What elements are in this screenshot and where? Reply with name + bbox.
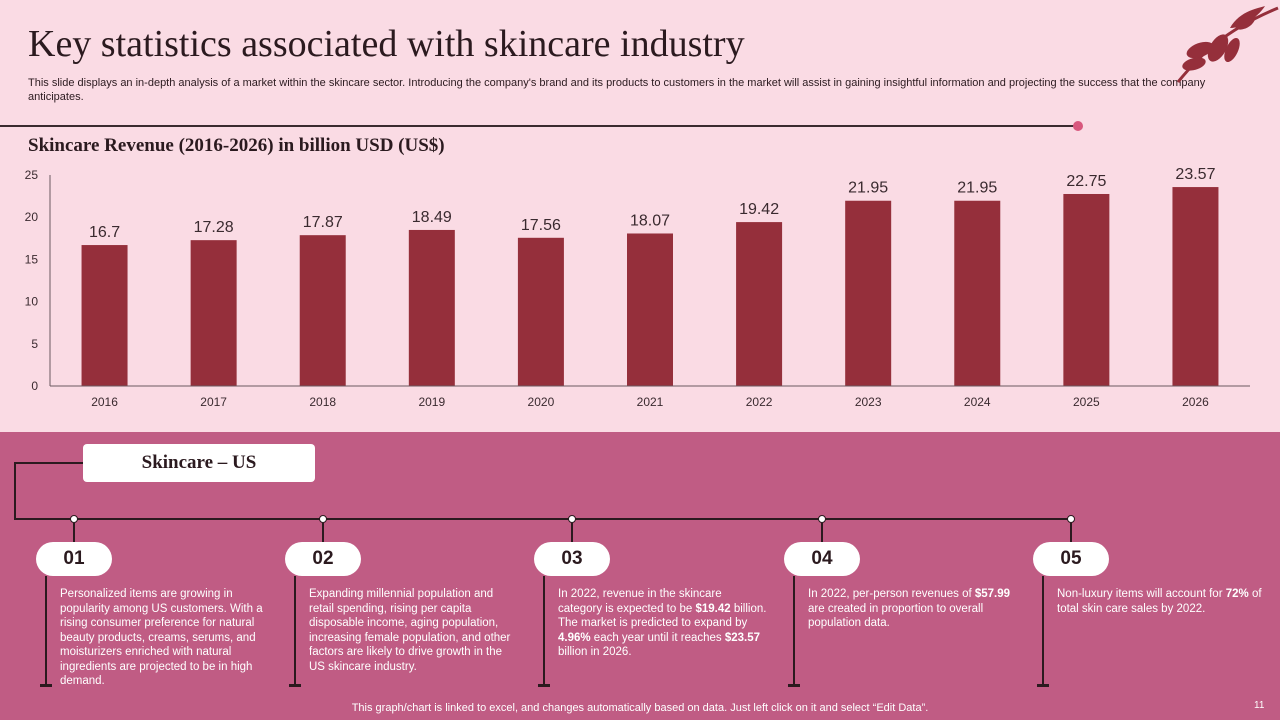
page-subtitle: This slide displays an in-depth analysis… — [28, 77, 1206, 103]
x-tick-label: 2020 — [528, 395, 555, 409]
y-tick-label: 5 — [31, 337, 38, 351]
step-line-foot — [1037, 684, 1049, 687]
x-tick-label: 2021 — [637, 395, 664, 409]
header-rule — [0, 125, 1074, 127]
bar-2024 — [954, 200, 1001, 386]
bar-2022 — [736, 222, 783, 386]
leaf-branch-icon — [1176, 6, 1279, 83]
step-number-01: 01 — [36, 542, 112, 576]
step-vertical-line — [793, 576, 795, 686]
bar-2021 — [627, 233, 673, 386]
step-description-03: In 2022, revenue in the skincare categor… — [558, 588, 767, 658]
bracket-top-line — [15, 462, 83, 464]
bar-2020 — [517, 237, 564, 386]
timeline-stem — [73, 523, 75, 543]
timeline-node — [568, 515, 576, 523]
x-tick-label: 2017 — [200, 395, 227, 409]
timeline-node — [319, 515, 327, 523]
step-number-03: 03 — [534, 542, 610, 576]
x-tick-label: 2018 — [309, 395, 336, 409]
x-tick-label: 2022 — [746, 395, 773, 409]
chart-title: Skincare Revenue (2016-2026) in billion … — [28, 135, 445, 156]
step-description-05: Non-luxury items will account for 72% of… — [1057, 588, 1262, 615]
page-title: Key statistics associated with skincare … — [28, 23, 745, 65]
x-tick-label: 2019 — [418, 395, 445, 409]
step-vertical-line — [45, 576, 47, 686]
bar-2025 — [1063, 193, 1110, 386]
bracket-left-line — [14, 462, 16, 519]
bottom-section: Skincare – US 01 Personalized items are g… — [0, 432, 1280, 720]
value-label: 18.07 — [630, 212, 670, 229]
timeline-line — [14, 518, 1074, 520]
timeline-node — [818, 515, 826, 523]
step-description-04: In 2022, per-person revenues of $57.99 a… — [808, 588, 1011, 629]
timeline-node — [70, 515, 78, 523]
step-line-foot — [40, 684, 52, 687]
top-section: Key statistics associated with skincare … — [0, 6, 1279, 409]
bar-2023 — [845, 200, 892, 386]
step-line-foot — [538, 684, 550, 687]
x-tick-label: 2023 — [855, 395, 882, 409]
timeline-stem — [322, 523, 324, 543]
bar-2026 — [1172, 187, 1219, 386]
timeline-stem — [1070, 523, 1072, 543]
value-label: 17.28 — [194, 219, 234, 236]
value-label: 21.95 — [957, 180, 997, 197]
page-number: 11 — [1254, 700, 1265, 711]
x-tick-label: 2016 — [91, 395, 118, 409]
step-vertical-line — [543, 576, 545, 686]
bar-2018 — [299, 235, 346, 386]
value-label: 17.87 — [303, 214, 343, 231]
header-rule-dot — [1073, 121, 1083, 131]
bar-2019 — [408, 229, 455, 386]
y-tick-label: 20 — [25, 210, 39, 224]
y-tick-label: 15 — [25, 252, 39, 266]
bar-2017 — [190, 240, 237, 386]
step-line-foot — [289, 684, 301, 687]
x-tick-label: 2024 — [964, 395, 991, 409]
timeline-stem — [571, 523, 573, 543]
value-label: 22.75 — [1066, 173, 1106, 190]
timeline-stem — [821, 523, 823, 543]
step-line-foot — [788, 684, 800, 687]
step-description-01: Personalized items are growing in popula… — [60, 588, 263, 687]
x-tick-label: 2025 — [1073, 395, 1100, 409]
section-label: Skincare – US — [83, 444, 315, 482]
step-number-02: 02 — [285, 542, 361, 576]
step-vertical-line — [1042, 576, 1044, 686]
step-vertical-line — [294, 576, 296, 686]
x-tick-label: 2026 — [1182, 395, 1209, 409]
value-label: 19.42 — [739, 201, 779, 218]
timeline-node — [1067, 515, 1075, 523]
footer-note: This graph/chart is linked to excel, and… — [351, 702, 929, 714]
value-label: 21.95 — [848, 180, 888, 197]
step-description-02: Expanding millennial population and reta… — [309, 588, 511, 673]
value-label: 18.49 — [412, 209, 452, 226]
y-tick-label: 10 — [25, 295, 39, 309]
y-tick-label: 0 — [31, 379, 38, 393]
value-label: 23.57 — [1175, 166, 1215, 183]
value-label: 17.56 — [521, 217, 561, 234]
value-label: 16.7 — [89, 224, 120, 241]
y-tick-label: 25 — [25, 168, 39, 182]
bar-2016 — [81, 245, 128, 386]
step-number-05: 05 — [1033, 542, 1109, 576]
step-number-04: 04 — [784, 542, 860, 576]
